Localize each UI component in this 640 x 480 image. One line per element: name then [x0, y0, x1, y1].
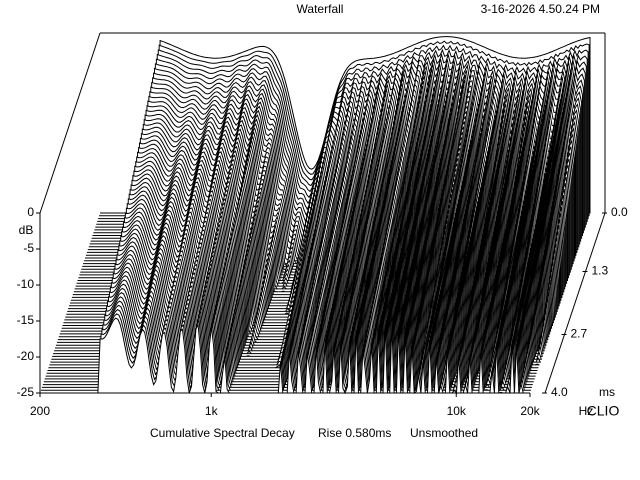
y-tick-label: -15 [17, 313, 35, 327]
y-tick-label: -5 [23, 241, 34, 255]
x-tick-label: 1k [205, 404, 219, 418]
subtitle: Unsmoothed [410, 426, 478, 440]
x-axis-label: Hz [579, 404, 594, 418]
x-tick-label: 10k [447, 404, 467, 418]
x-tick-label: 200 [30, 404, 50, 418]
z-tick-label: 0.0 [611, 205, 628, 219]
y-tick-label: -10 [17, 277, 35, 291]
x-tick-label: 20k [520, 404, 540, 418]
frame [39, 32, 606, 394]
brand: CLIO [587, 403, 620, 419]
subtitle: Rise 0.580ms [318, 426, 391, 440]
y-tick-label: 0 [27, 205, 34, 219]
subtitle: Cumulative Spectral Decay [150, 426, 295, 440]
z-tick-label: 4.0 [551, 385, 568, 399]
chart-title: Waterfall [297, 2, 344, 16]
y-axis-label: dB [19, 223, 34, 237]
frame-line [39, 32, 101, 214]
frame-line [544, 212, 606, 394]
waterfall-slices [40, 36, 591, 395]
decay-slice [40, 317, 530, 395]
timestamp: 3-16-2026 4.50.24 PM [481, 2, 600, 16]
z-tick-label: 1.3 [592, 264, 609, 278]
y-tick-label: -20 [17, 349, 35, 363]
z-axis-label: ms [599, 385, 615, 399]
z-tick-label: 2.7 [571, 327, 588, 341]
y-tick-label: -25 [17, 385, 35, 399]
